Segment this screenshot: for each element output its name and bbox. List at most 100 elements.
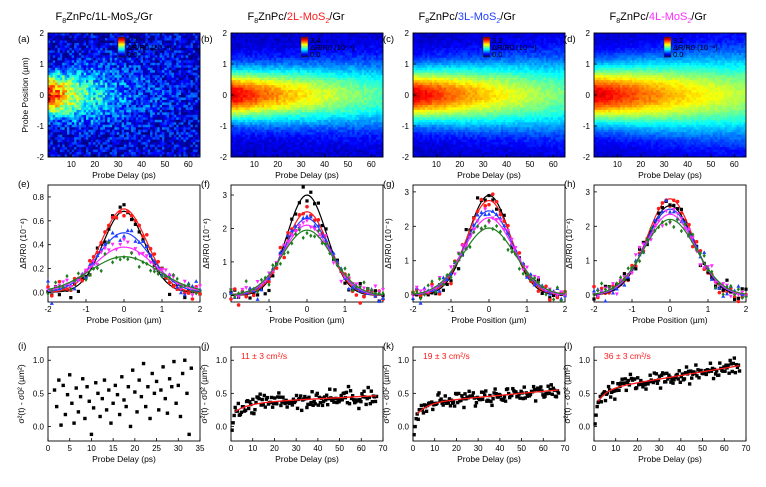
data-point	[714, 285, 718, 290]
data-point	[622, 381, 626, 385]
data-point	[498, 218, 503, 223]
x-tick-label: 50	[525, 160, 534, 169]
data-point	[550, 392, 554, 396]
data-point	[449, 281, 453, 286]
data-point	[480, 397, 485, 402]
column-title: F8ZnPc/2L-MoS2/Gr	[247, 11, 344, 25]
x-tick-label: 2	[198, 305, 203, 314]
data-point	[83, 416, 87, 421]
data-point	[324, 227, 328, 231]
data-point	[563, 289, 567, 294]
data-point	[660, 224, 665, 229]
data-point	[549, 383, 553, 387]
data-point	[732, 356, 737, 360]
data-point	[78, 394, 83, 399]
data-point	[467, 389, 471, 394]
x-axis-label: Probe Delay (ps)	[638, 170, 702, 180]
data-point	[702, 371, 706, 375]
data-point	[96, 391, 100, 396]
x-axis-label: Probe Delay (ps)	[457, 170, 521, 180]
data-point	[175, 284, 180, 289]
x-tick-label: 30	[292, 444, 301, 453]
data-point	[559, 298, 563, 303]
data-point	[548, 296, 552, 300]
data-point	[244, 294, 248, 299]
data-point	[362, 295, 366, 299]
y-tick-label: 0.2	[33, 265, 45, 274]
x-tick-label: 10	[613, 160, 622, 169]
data-point	[633, 253, 638, 258]
data-point	[696, 368, 700, 372]
data-point	[150, 371, 154, 376]
data-point	[278, 250, 283, 254]
data-point	[717, 373, 721, 377]
data-point	[358, 281, 362, 286]
y-tick-label: -1	[402, 122, 410, 131]
series	[411, 193, 567, 300]
x-tick-label: -1	[82, 305, 90, 314]
colorbar: 3.2 0.0ΔR/R0 (10⁻⁴)	[482, 36, 537, 59]
data-point	[107, 240, 111, 245]
data-point	[291, 397, 296, 401]
y-tick-label: 0.6	[33, 217, 45, 226]
data-point	[168, 292, 172, 297]
data-point	[342, 391, 347, 395]
data-point	[286, 239, 290, 244]
data-point	[358, 301, 363, 305]
data-point	[547, 291, 552, 296]
y-axis-label: σ²(t) - σ0² (µm²)	[16, 364, 26, 423]
data-point	[343, 281, 347, 285]
data-point	[232, 413, 236, 418]
data-point	[595, 404, 599, 409]
data-point	[157, 408, 161, 412]
data-point	[52, 388, 57, 392]
data-point	[230, 428, 234, 432]
data-point	[190, 289, 194, 294]
data-point	[272, 396, 277, 400]
data-point	[262, 393, 267, 398]
data-point	[483, 198, 487, 202]
data-point	[363, 395, 367, 399]
data-point	[263, 405, 268, 409]
data-point	[614, 292, 619, 297]
data-point	[320, 223, 324, 228]
data-point	[331, 397, 335, 401]
panel-label: (j)	[201, 341, 209, 352]
data-point	[655, 381, 660, 385]
data-point	[523, 396, 527, 400]
data-point	[245, 399, 250, 403]
fit-curve	[230, 224, 384, 296]
x-tick-label: -1	[265, 305, 273, 314]
data-point	[449, 275, 453, 280]
data-point	[453, 259, 457, 264]
profile-panel: -2 -1 0 1 2 0 1 2 3 Probe Position (µm) ΔR/R0 (10⁻…	[383, 179, 568, 325]
x-tick-label: 50	[706, 160, 715, 169]
data-point	[179, 287, 183, 292]
data-point	[487, 218, 491, 223]
data-point	[118, 238, 123, 242]
data-point	[179, 290, 183, 295]
data-point	[536, 278, 540, 282]
data-point	[240, 287, 245, 292]
colorbar: 1.2 0.0ΔR/R0 (10⁻⁴)	[117, 36, 172, 59]
data-point	[254, 400, 258, 405]
fit-curve	[230, 217, 384, 296]
data-point	[160, 268, 164, 272]
data-point	[430, 285, 434, 289]
data-point	[498, 209, 502, 213]
data-point	[599, 286, 604, 291]
data-point	[114, 215, 119, 220]
data-point	[532, 387, 537, 392]
data-point	[483, 224, 487, 229]
x-tick-label: 60	[730, 160, 739, 169]
x-tick-label: 20	[90, 160, 99, 169]
data-point	[419, 296, 423, 301]
data-point	[452, 272, 457, 277]
data-point	[244, 278, 248, 284]
x-tick-label: 50	[343, 160, 352, 169]
y-tick-label: 1	[586, 60, 591, 69]
plot-frame	[230, 346, 384, 442]
data-point	[717, 285, 722, 290]
colorbar-max-label: 3.2	[492, 36, 502, 45]
data-point	[301, 185, 305, 189]
